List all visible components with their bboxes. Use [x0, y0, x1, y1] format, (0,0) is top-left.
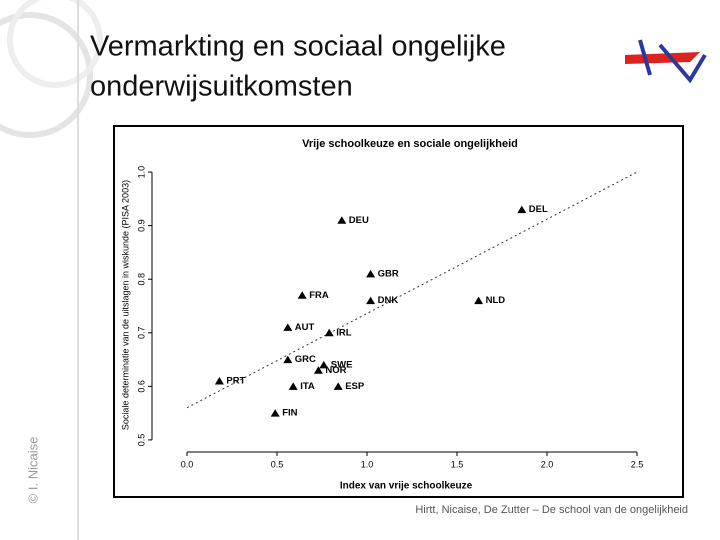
point: [319, 360, 329, 369]
y-tick-label: 0.8: [136, 273, 146, 286]
x-tick-label: 2.5: [631, 459, 644, 469]
x-tick-label: 0.5: [271, 459, 284, 469]
point: [333, 382, 343, 390]
point: [283, 323, 293, 331]
point-label: PRT: [226, 376, 245, 387]
y-tick-label: 0.7: [136, 327, 146, 340]
y-tick-label: 0.5: [136, 434, 146, 447]
point-label: FIN: [282, 408, 297, 419]
side-note: © I. Nicaise: [25, 437, 40, 504]
x-tick-label: 1.5: [451, 459, 464, 469]
point-label: IRL: [336, 327, 352, 338]
point-label: DEU: [349, 215, 369, 226]
point-label: GBR: [378, 268, 399, 279]
point: [366, 296, 376, 305]
point-label: ITA: [300, 381, 315, 392]
point-label: FRA: [309, 290, 329, 301]
point-label: NLD: [486, 295, 506, 306]
logo: [625, 39, 707, 84]
x-axis-label: Index van vrije schoolkeuze: [340, 481, 473, 492]
plot: 0.5 0.6 0.7 0.8 0.9 1.0 0.0 0.5 1.0 1.5 2.0 2.5 DEL D…: [136, 166, 643, 470]
point: [288, 382, 298, 390]
point-label: ESP: [345, 381, 365, 392]
chart-frame: [113, 125, 684, 498]
point: [283, 355, 293, 364]
point: [313, 366, 323, 374]
point: [214, 377, 224, 385]
chart-title: Vrije schoolkeuze en sociale ongelijkhei…: [302, 138, 518, 150]
point-label: GRC: [295, 354, 316, 365]
x-tick-label: 2.0: [541, 459, 554, 469]
y-tick-label: 0.6: [136, 380, 146, 393]
point-label: DNK: [378, 295, 399, 306]
y-tick-label: 0.9: [136, 219, 146, 232]
point: [270, 409, 280, 417]
point-label: SWE: [331, 359, 353, 370]
citation: Hirtt, Nicaise, De Zutter – De school va…: [415, 504, 688, 516]
point-label: DEL: [529, 204, 548, 215]
slide-title: Vermarkting en sociaal ongelijke: [90, 31, 506, 63]
point: [297, 291, 307, 299]
y-axis-label: Sociale determinatie van de uitslagen in…: [120, 180, 130, 430]
x-tick-label: 1.0: [361, 459, 374, 469]
point: [337, 216, 347, 224]
point: [366, 269, 376, 278]
point-label: NOR: [325, 365, 346, 376]
point: [517, 205, 527, 214]
point: [324, 328, 334, 337]
point-label: AUT: [295, 322, 315, 333]
decoration: [0, 0, 103, 540]
x-tick-label: 0.0: [181, 459, 194, 469]
point: [474, 296, 484, 305]
slide-title: onderwijsuitkomsten: [90, 71, 353, 103]
y-tick-label: 1.0: [136, 166, 146, 179]
